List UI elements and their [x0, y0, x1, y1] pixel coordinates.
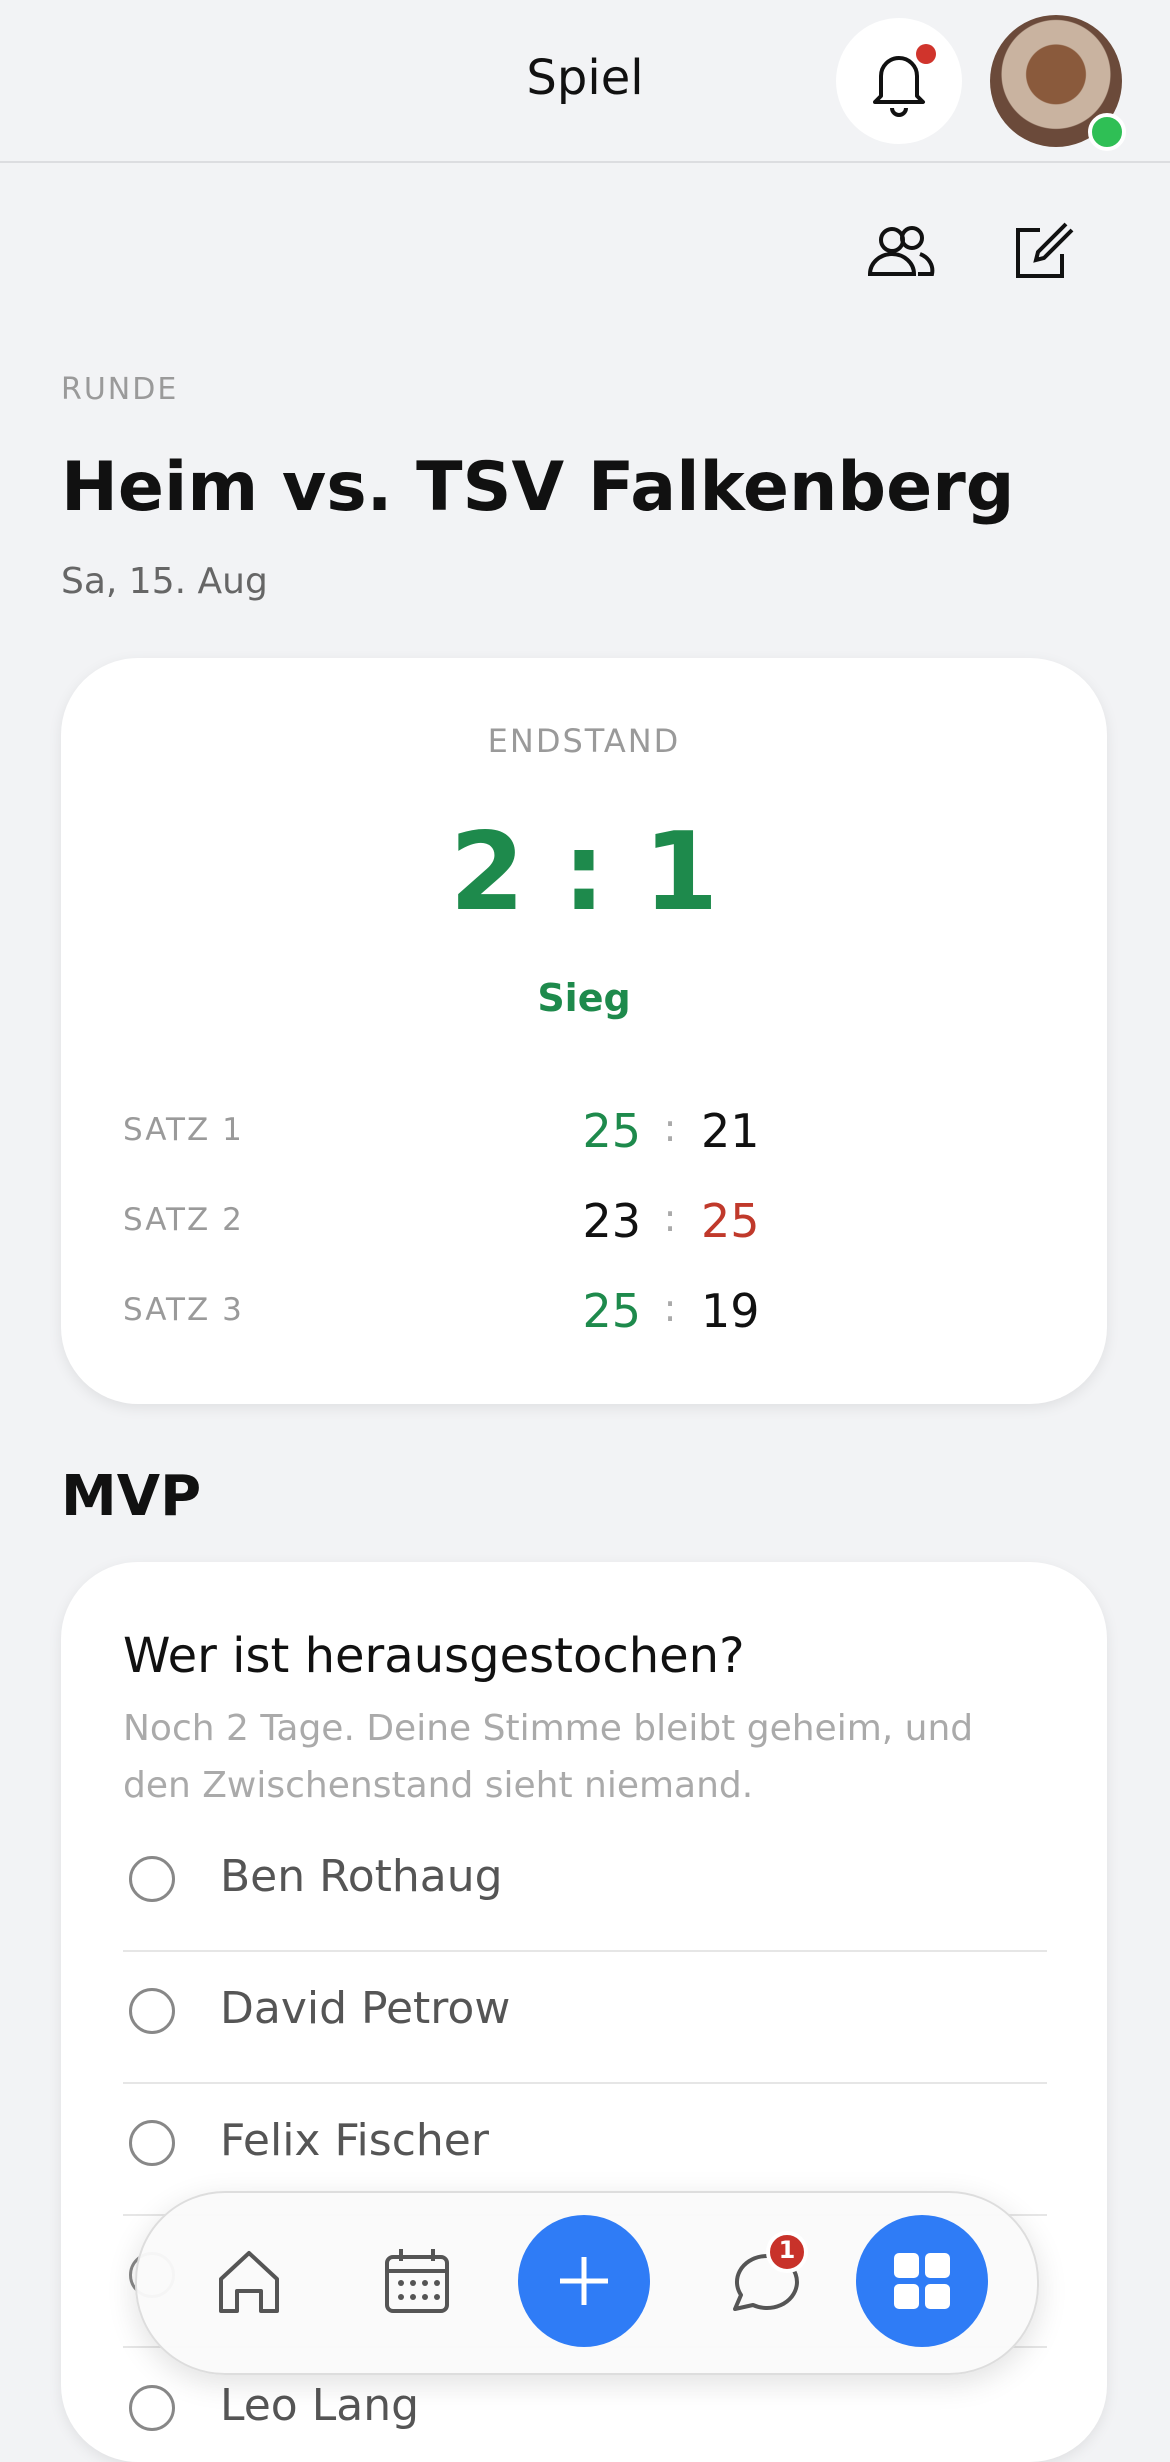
mvp-subtitle: Noch 2 Tage. Deine Stimme bleibt geheim,…	[123, 1708, 974, 1806]
radio[interactable]	[129, 2385, 175, 2431]
option-name[interactable]: Felix Fischer	[220, 2115, 489, 2166]
set-home: 23	[582, 1194, 641, 1248]
outcome: Sieg	[537, 976, 631, 1020]
radio[interactable]	[129, 2120, 175, 2166]
set-label: SATZ 3	[123, 1292, 244, 1328]
divider	[123, 2082, 1047, 2084]
round-label: RUNDE	[61, 372, 179, 407]
score-separator: :	[562, 810, 606, 935]
radio[interactable]	[129, 1856, 175, 1902]
mvp-heading: MVP	[61, 1464, 202, 1529]
set-separator: :	[663, 1196, 677, 1240]
page-title: Spiel	[526, 50, 644, 106]
menu-button[interactable]	[856, 2215, 988, 2347]
set-home: 25	[582, 1284, 641, 1338]
set-away: 19	[701, 1284, 760, 1338]
away-sets: 1	[643, 810, 719, 935]
chat-badge: 1	[778, 2236, 796, 2264]
online-dot	[1088, 113, 1126, 151]
set-away: 21	[701, 1104, 760, 1158]
edit-icon[interactable]	[1010, 220, 1074, 284]
result-card	[61, 658, 1107, 1404]
set-away: 25	[701, 1194, 760, 1248]
set-label: SATZ 1	[123, 1112, 244, 1148]
chat-icon[interactable]	[733, 2231, 808, 2311]
bell-icon	[873, 44, 936, 117]
team-icon[interactable]	[860, 220, 940, 284]
nav-icons	[219, 2215, 988, 2347]
final-score: 2 : 1	[61, 808, 1107, 938]
radio[interactable]	[129, 1988, 175, 2034]
notifications-button[interactable]	[836, 18, 962, 144]
home-sets: 2	[449, 810, 525, 935]
set-separator: :	[663, 1106, 677, 1150]
option-name[interactable]: Ben Rothaug	[220, 1851, 503, 1902]
match-date: Sa, 15. Aug	[61, 561, 268, 602]
header	[0, 0, 1170, 163]
option-name[interactable]: Leo Lang	[220, 2380, 420, 2431]
set-separator: :	[663, 1286, 677, 1330]
set-label: SATZ 2	[123, 1202, 244, 1238]
result-label: ENDSTAND	[487, 722, 681, 760]
calendar-icon[interactable]	[385, 2249, 449, 2313]
mvp-question: Wer ist herausgestochen?	[123, 1628, 745, 1684]
option-name[interactable]: David Petrow	[220, 1983, 511, 2034]
divider	[123, 1950, 1047, 1952]
match-title: Heim vs. TSV Falkenberg	[61, 448, 1015, 527]
set-home: 25	[582, 1104, 641, 1158]
add-button[interactable]	[518, 2215, 650, 2347]
home-icon[interactable]	[219, 2251, 279, 2313]
